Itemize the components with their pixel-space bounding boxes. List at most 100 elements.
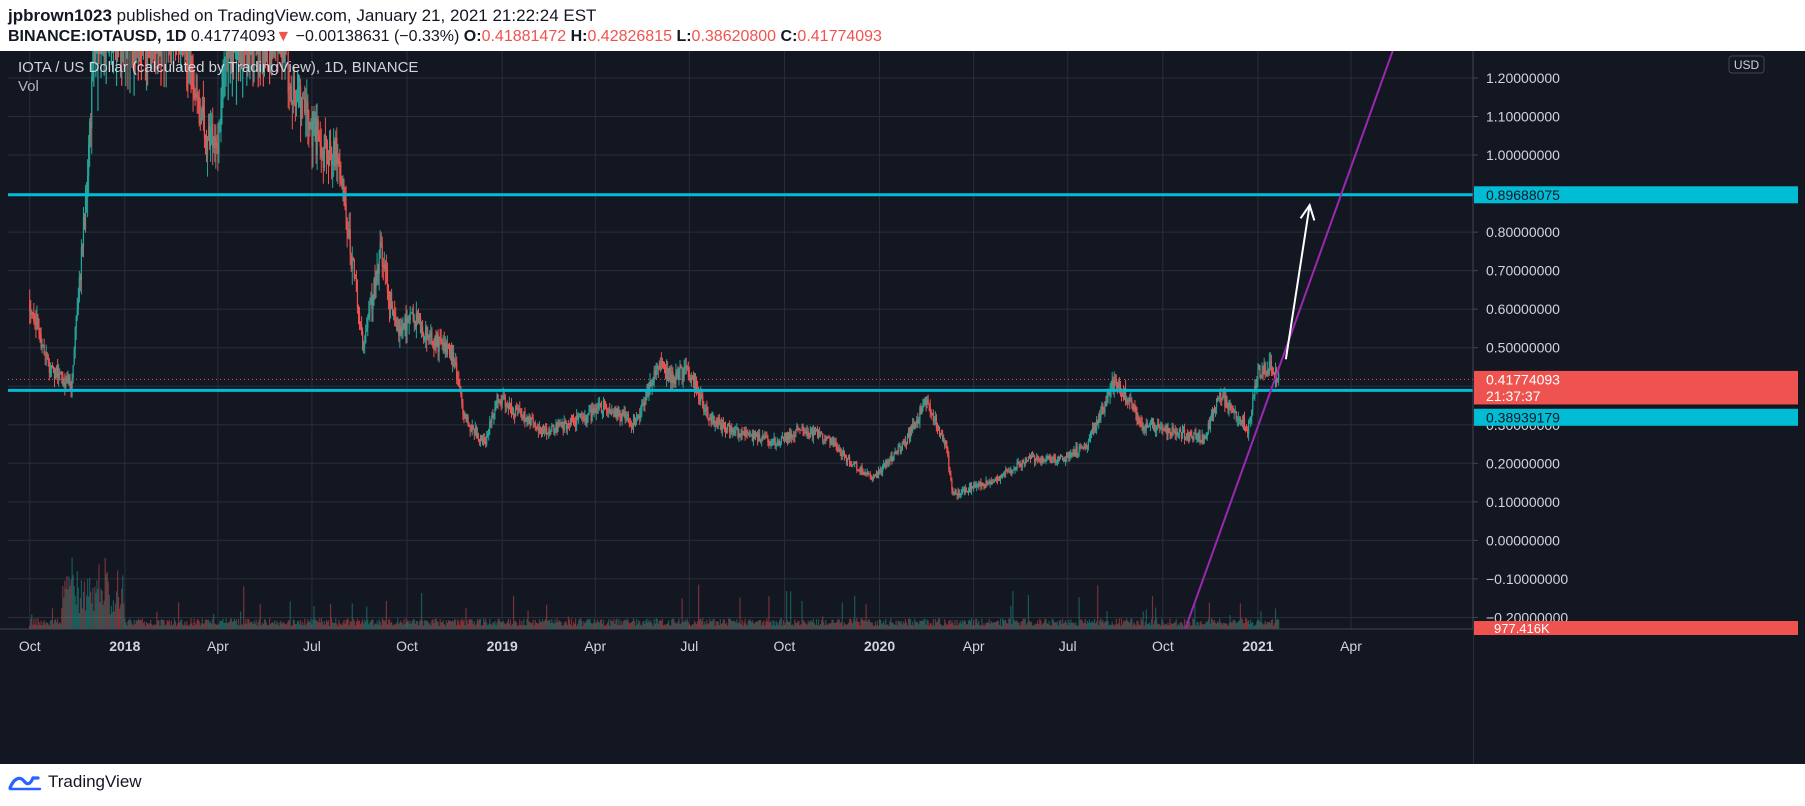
price-chart[interactable]: USD1.200000001.100000001.000000000.90000… xyxy=(0,51,1805,764)
volume-bar xyxy=(691,623,694,629)
candle-body xyxy=(857,470,859,472)
volume-bar xyxy=(1264,620,1266,629)
candle-body xyxy=(984,486,986,488)
volume-bar xyxy=(1232,620,1234,629)
volume-bar xyxy=(144,625,147,629)
candle-body xyxy=(311,121,313,147)
candle-body xyxy=(1194,433,1196,435)
volume-bar xyxy=(382,619,384,629)
volume-bar xyxy=(687,621,689,629)
candle-body xyxy=(820,432,822,434)
candle-body xyxy=(1054,458,1056,464)
candle-body xyxy=(244,51,246,68)
volume-bar xyxy=(404,624,406,629)
volume-bar xyxy=(609,625,611,629)
volume-bar xyxy=(476,619,478,629)
candle-body xyxy=(1215,398,1218,408)
candle-body xyxy=(654,370,656,376)
candle-body xyxy=(1009,471,1011,474)
candle-body xyxy=(186,51,188,92)
candle-body xyxy=(733,429,735,435)
tradingview-logo-icon[interactable] xyxy=(8,772,42,792)
volume-bar xyxy=(803,620,805,629)
volume-bar xyxy=(754,622,757,629)
candle-body xyxy=(1125,388,1127,404)
candle-body xyxy=(934,416,936,419)
candle-body xyxy=(996,478,999,480)
candle-body xyxy=(323,135,325,168)
arrow-shaft[interactable] xyxy=(1284,204,1311,360)
x-tick-label: Apr xyxy=(207,638,229,654)
volume-bar xyxy=(369,622,371,629)
candle-body xyxy=(920,408,922,415)
volume-bar xyxy=(370,620,372,629)
candle-body xyxy=(1192,437,1194,441)
volume-bar xyxy=(516,622,518,629)
candle-body xyxy=(1112,380,1114,390)
candle-body xyxy=(1252,396,1254,410)
candle-body xyxy=(960,493,962,495)
volume-bar xyxy=(1081,620,1083,629)
volume-bar xyxy=(386,624,389,629)
volume-bar xyxy=(463,619,465,629)
candle-body xyxy=(1174,430,1176,435)
candle-body xyxy=(134,51,136,74)
volume-bar xyxy=(1083,622,1085,629)
volume-bar xyxy=(392,625,394,629)
candle-body xyxy=(126,51,128,59)
candle-body xyxy=(1015,468,1017,470)
volume-bar xyxy=(1060,623,1063,629)
candle-body xyxy=(763,435,765,438)
candle-body xyxy=(723,425,726,427)
candle-body xyxy=(332,156,334,166)
candle-body xyxy=(1041,456,1043,464)
candle-body xyxy=(1004,474,1006,476)
volume-bar xyxy=(524,624,526,629)
level-label-lower-bg xyxy=(1474,408,1798,426)
volume-bar xyxy=(1048,620,1050,629)
candle-body xyxy=(568,424,570,426)
candle-body xyxy=(431,332,433,343)
volume-bar xyxy=(884,624,886,629)
trend-line[interactable] xyxy=(1183,51,1408,632)
volume-bar xyxy=(742,625,744,629)
candle-body xyxy=(1263,363,1265,375)
author-name[interactable]: jpbrown1023 xyxy=(8,6,112,25)
volume-bar xyxy=(920,621,922,629)
volume-bar xyxy=(547,620,549,629)
volume-bar xyxy=(354,625,356,629)
candle-body xyxy=(1013,469,1015,471)
volume-bar xyxy=(853,618,855,629)
volume-bar xyxy=(160,619,162,629)
volume-bar xyxy=(243,586,245,629)
footer-brand-name[interactable]: TradingView xyxy=(48,772,142,791)
candle-body xyxy=(228,51,230,59)
candle-body xyxy=(1169,429,1171,433)
candle-body xyxy=(240,51,242,82)
volume-bar xyxy=(832,619,834,629)
volume-bar xyxy=(40,620,42,629)
volume-bar xyxy=(525,625,527,629)
volume-bar xyxy=(30,618,32,629)
volume-bar xyxy=(1252,622,1254,629)
volume-bar xyxy=(377,624,379,629)
candle-body xyxy=(493,413,495,418)
volume-bar xyxy=(778,620,780,629)
candle-body xyxy=(842,451,844,453)
candle-body xyxy=(975,484,977,487)
volume-bar xyxy=(1244,618,1247,629)
chart-canvas[interactable]: USD1.200000001.100000001.000000000.90000… xyxy=(0,51,1805,764)
candle-body xyxy=(1106,398,1108,403)
volume-bar xyxy=(398,624,400,629)
candle-body xyxy=(108,51,110,57)
volume-bar xyxy=(675,622,677,629)
arrow-head[interactable] xyxy=(1299,202,1316,221)
volume-bar xyxy=(1001,618,1004,629)
candle-body xyxy=(40,334,42,348)
volume-bar xyxy=(1099,620,1101,629)
candle-body xyxy=(339,164,341,181)
currency-box[interactable] xyxy=(1728,55,1765,74)
volume-bar xyxy=(203,622,206,629)
candle-body xyxy=(826,437,828,439)
drawings[interactable] xyxy=(8,51,1473,632)
